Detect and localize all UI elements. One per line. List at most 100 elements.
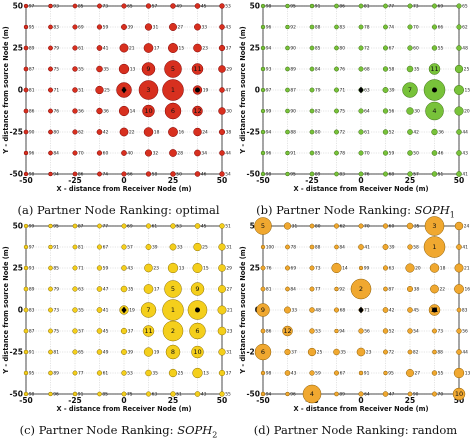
node-point (145, 3, 152, 9)
node-rank-label: 4 (432, 107, 436, 115)
panel-a: -50 -25 0 25 50 -50 -25 0 25 50 X - distance from … (0, 0, 237, 220)
node-rank-label: 22 (439, 287, 445, 293)
node-point (219, 223, 225, 229)
node-point (309, 129, 315, 135)
node-rank-label: 75 (339, 109, 345, 115)
node-rank-label: 95 (290, 4, 296, 10)
node-rank-label: 21 (464, 266, 470, 272)
node-rank-label: 18 (440, 266, 446, 272)
node-rank-label: 85 (102, 392, 108, 398)
node-point (456, 244, 462, 250)
node-rank-label: 73 (438, 329, 444, 335)
node-point (358, 244, 364, 250)
node-rank-label: 82 (413, 350, 419, 356)
x-tick-label: 25 (405, 396, 415, 405)
node-rank-label: 70 (78, 151, 84, 157)
node-rank-label: 15 (179, 46, 185, 52)
node-rank-label: 73 (315, 266, 321, 272)
caption-d-prefix: (d) Partner Node Ranking: (253, 423, 413, 437)
node-point (169, 149, 177, 157)
node-rank-label: 1 (171, 306, 175, 314)
node-rank-label: 37 (226, 46, 232, 52)
node-point (162, 320, 184, 342)
node-rank-label: 77 (102, 224, 108, 230)
node-point (96, 265, 103, 271)
x-tick-label: -50 (19, 396, 33, 405)
node-rank-label: 98 (29, 392, 35, 398)
node-rank-label: 88 (315, 25, 321, 31)
node-point (454, 221, 464, 231)
node-rank-label: 93 (266, 67, 272, 73)
node-rank-label: 72 (340, 130, 346, 136)
node-rank-label: 95 (29, 371, 35, 377)
node-rank-label: 43 (127, 266, 133, 272)
node-rank-label: 69 (438, 4, 444, 10)
node-point (309, 3, 315, 9)
node-rank-label: 3 (146, 86, 150, 94)
node-rank-label: 91 (78, 392, 84, 398)
node-rank-label: 61 (152, 224, 158, 230)
node-rank-label: 79 (53, 46, 59, 52)
node-rank-label: 84 (315, 67, 321, 73)
node-rank-label: 49 (103, 350, 109, 356)
node-rank-label: 90 (29, 130, 35, 136)
node-point (143, 347, 154, 357)
node-rank-label: 39 (127, 25, 133, 31)
node-point (190, 282, 205, 296)
y-tick-label: 25 (250, 264, 260, 273)
node-point (334, 328, 339, 334)
node-rank-label: 28 (177, 151, 183, 157)
node-rank-label: 72 (389, 350, 395, 356)
node-point (72, 3, 78, 9)
node-point (145, 244, 152, 250)
node-rank-label: 44 (225, 151, 231, 157)
node-rank-label: 25 (317, 350, 323, 356)
x-tick-label: -25 (68, 396, 82, 405)
caption-a-prefix: (a) Partner Node Ranking: (17, 203, 176, 217)
node-point (121, 265, 127, 271)
x-tick-label: 25 (405, 176, 415, 185)
caption-c-prefix: (c) Partner Node Ranking: (19, 423, 178, 437)
node-point (72, 108, 78, 114)
node-rank-label: 71 (78, 266, 84, 272)
node-point (162, 299, 184, 321)
node-rank-label: 59 (315, 371, 321, 377)
node-rank-label: 52 (389, 130, 395, 136)
node-point (333, 348, 340, 356)
node-rank-label: 73 (103, 4, 109, 10)
node-point (48, 24, 53, 30)
node-point (97, 223, 102, 229)
node-rank-label: 47 (389, 392, 395, 398)
node-rank-label: 10 (144, 107, 152, 115)
node-point (284, 370, 291, 376)
node-rank-label: 31 (153, 25, 159, 31)
node-point (407, 349, 413, 355)
node-rank-label: 4 (310, 390, 314, 398)
node-rank-label: 47 (103, 287, 109, 293)
node-rank-label: 88 (290, 130, 296, 136)
node-rank-label: 83 (53, 25, 59, 31)
node-point (219, 3, 225, 9)
node-point (309, 45, 315, 51)
node-rank-label: 22 (129, 130, 135, 136)
node-point (142, 104, 155, 118)
node-rank-label: 9 (146, 65, 150, 73)
x-axis-label: X - distance from Receiver Node (m) (56, 405, 191, 413)
node-point (334, 286, 339, 292)
node-point (382, 45, 389, 51)
node-rank-label: 63 (364, 88, 370, 94)
caption-b-method: SOPH (414, 203, 450, 217)
node-point (48, 108, 53, 114)
node-point (382, 223, 389, 229)
node-point (382, 307, 389, 313)
node-point (218, 128, 226, 136)
node-point (96, 244, 103, 250)
node-point (431, 128, 438, 136)
node-rank-label: 66 (438, 25, 444, 31)
node-point (432, 349, 437, 355)
node-point (382, 108, 389, 114)
y-tick-label: -50 (246, 390, 260, 399)
